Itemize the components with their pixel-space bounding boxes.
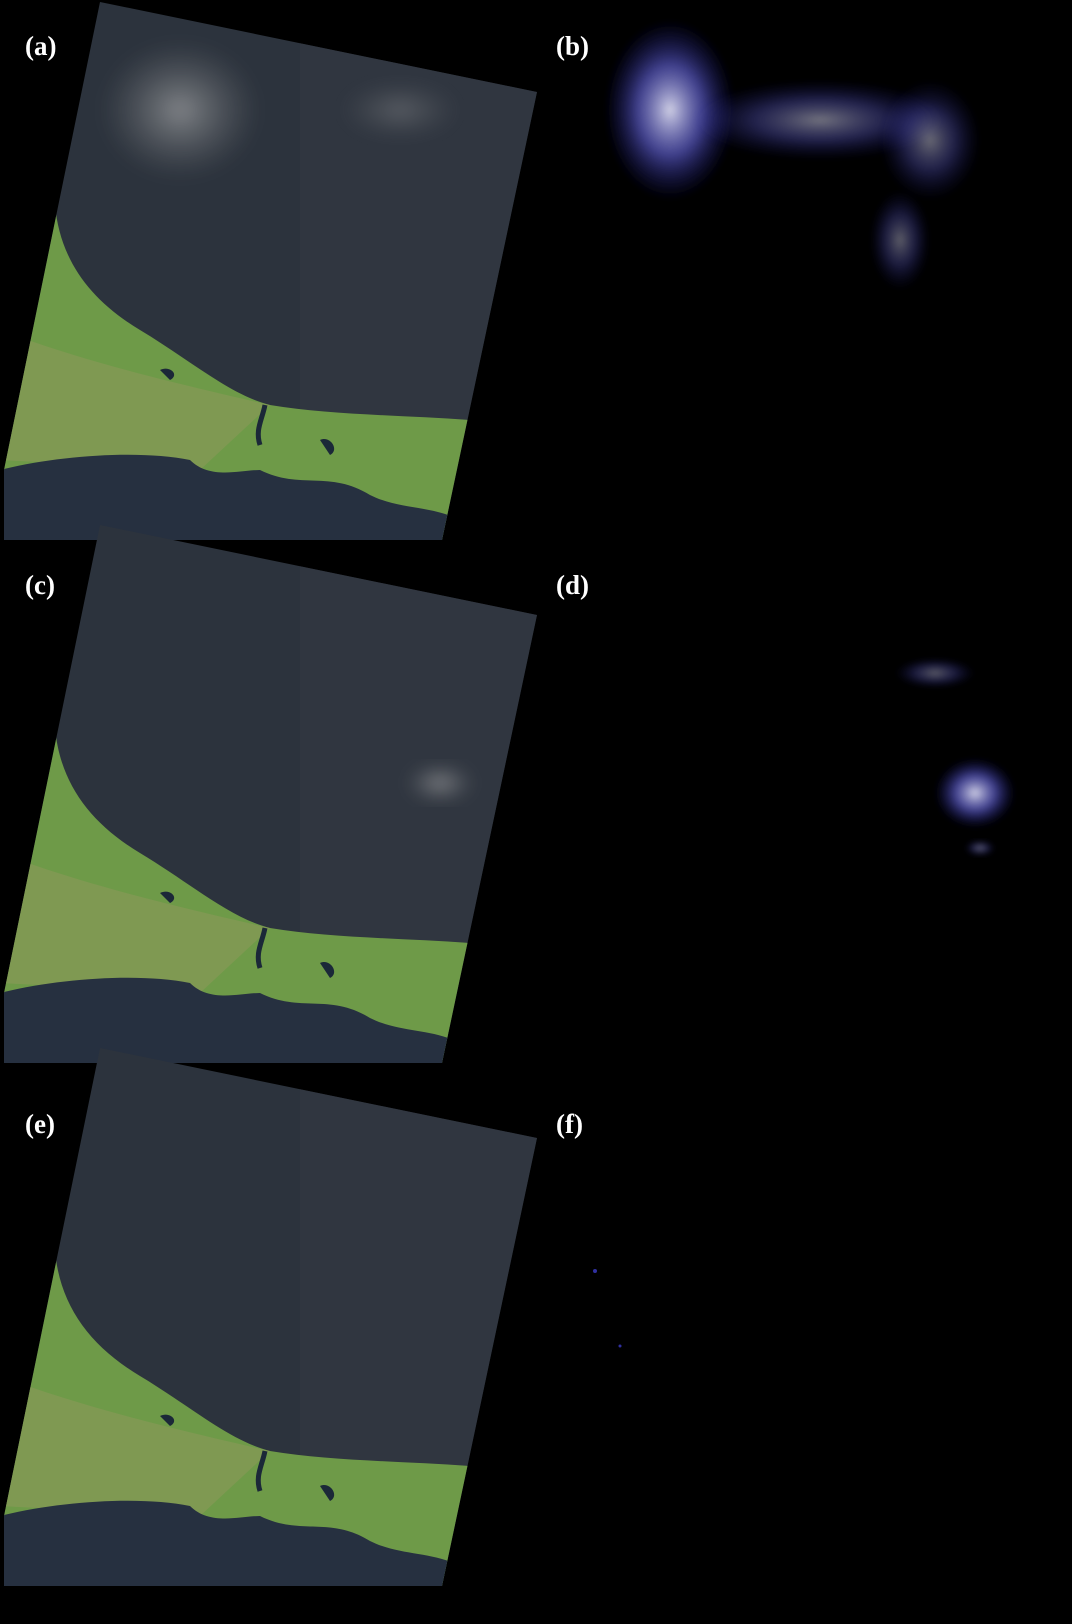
panel-c <box>0 523 540 1063</box>
panel-label: (b) <box>556 31 589 61</box>
panel-label: (c) <box>25 570 55 600</box>
panel-f <box>593 1269 622 1348</box>
panel-a <box>0 0 540 540</box>
panel-d <box>895 658 1015 856</box>
figure: (a) (b) (c) (d) (e) (f) <box>0 0 1072 1624</box>
panel-label: (f) <box>556 1109 583 1139</box>
panel-e <box>0 1046 540 1586</box>
panel-label: (d) <box>556 570 589 600</box>
panel-label: (e) <box>25 1109 55 1139</box>
panel-label: (a) <box>25 31 56 61</box>
panel-b <box>605 20 980 290</box>
